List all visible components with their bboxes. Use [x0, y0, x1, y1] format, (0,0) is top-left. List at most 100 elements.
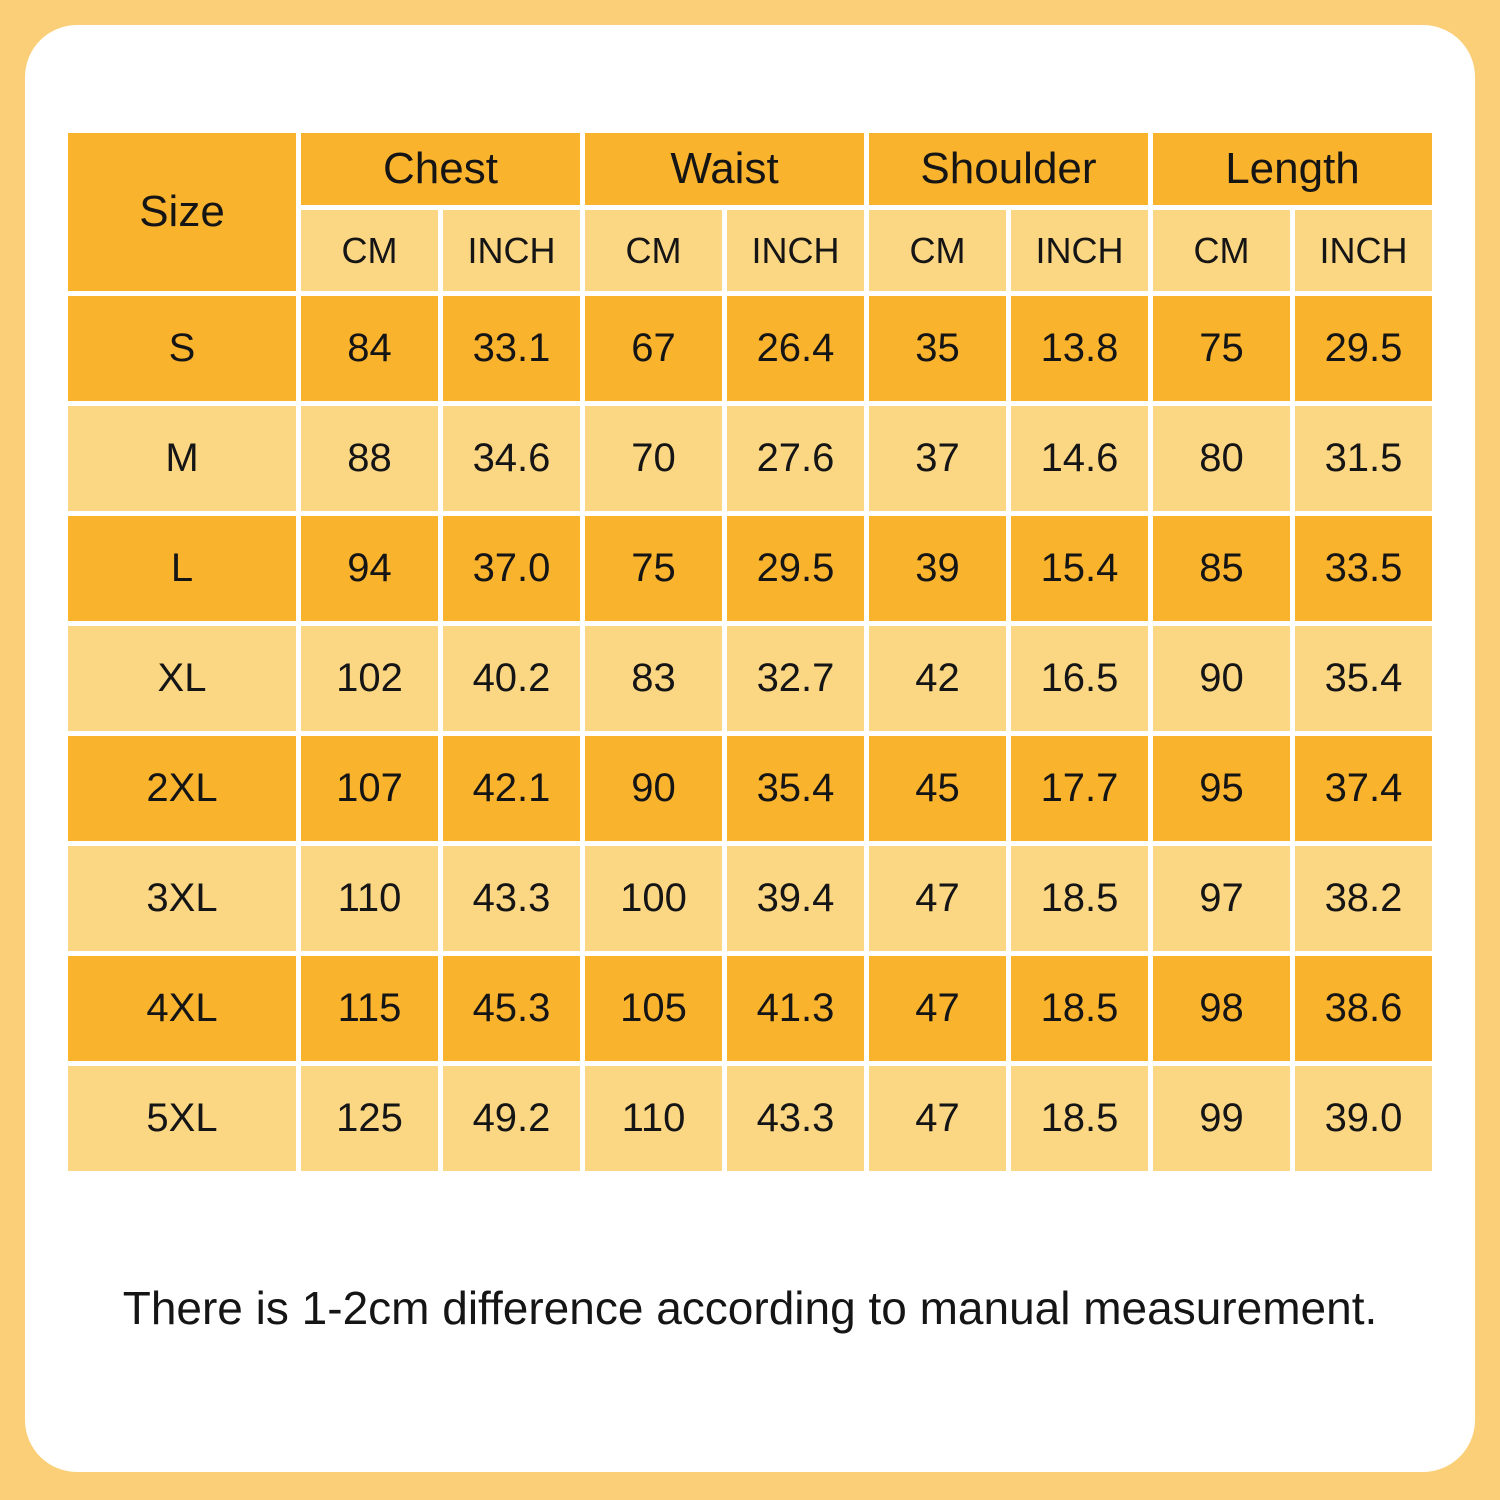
measurement-cell: 35.4	[727, 736, 864, 841]
measurement-cell: 67	[585, 296, 722, 401]
measurement-cell: 45	[869, 736, 1006, 841]
measurement-cell: 75	[1153, 296, 1290, 401]
size-label: 2XL	[68, 736, 296, 841]
unit-header-length-cm: CM	[1153, 210, 1290, 291]
measurement-cell: 85	[1153, 516, 1290, 621]
measurement-cell: 37.4	[1295, 736, 1432, 841]
measurement-cell: 43.3	[727, 1066, 864, 1171]
unit-header-chest-inch: INCH	[443, 210, 580, 291]
unit-header-row: CM INCH CM INCH CM INCH CM INCH	[68, 210, 1432, 291]
measurement-cell: 33.5	[1295, 516, 1432, 621]
measurement-cell: 31.5	[1295, 406, 1432, 511]
measurement-cell: 29.5	[727, 516, 864, 621]
size-chart-table: Size Chest Waist Shoulder Length CM INCH…	[63, 128, 1437, 1176]
unit-header-shoulder-cm: CM	[869, 210, 1006, 291]
measurement-cell: 102	[301, 626, 438, 731]
measurement-cell: 32.7	[727, 626, 864, 731]
measurement-cell: 13.8	[1011, 296, 1148, 401]
size-label: S	[68, 296, 296, 401]
measurement-cell: 42.1	[443, 736, 580, 841]
measurement-cell: 100	[585, 846, 722, 951]
group-header-waist: Waist	[585, 133, 864, 205]
table-row: L 94 37.0 75 29.5 39 15.4 85 33.5	[68, 516, 1432, 621]
table-header: Size Chest Waist Shoulder Length CM INCH…	[68, 133, 1432, 291]
measurement-cell: 38.6	[1295, 956, 1432, 1061]
measurement-cell: 99	[1153, 1066, 1290, 1171]
measurement-cell: 90	[1153, 626, 1290, 731]
measurement-note: There is 1-2cm difference according to m…	[122, 1282, 1378, 1334]
measurement-cell: 80	[1153, 406, 1290, 511]
measurement-cell: 84	[301, 296, 438, 401]
measurement-cell: 115	[301, 956, 438, 1061]
measurement-cell: 35	[869, 296, 1006, 401]
measurement-cell: 33.1	[443, 296, 580, 401]
measurement-cell: 27.6	[727, 406, 864, 511]
measurement-cell: 105	[585, 956, 722, 1061]
measurement-cell: 41.3	[727, 956, 864, 1061]
measurement-cell: 90	[585, 736, 722, 841]
measurement-cell: 16.5	[1011, 626, 1148, 731]
group-header-shoulder: Shoulder	[869, 133, 1148, 205]
unit-header-shoulder-inch: INCH	[1011, 210, 1148, 291]
size-label: 5XL	[68, 1066, 296, 1171]
measurement-cell: 45.3	[443, 956, 580, 1061]
measurement-cell: 110	[301, 846, 438, 951]
measurement-cell: 43.3	[443, 846, 580, 951]
size-label: XL	[68, 626, 296, 731]
unit-header-waist-inch: INCH	[727, 210, 864, 291]
size-label: L	[68, 516, 296, 621]
measurement-cell: 18.5	[1011, 1066, 1148, 1171]
size-label: 4XL	[68, 956, 296, 1061]
measurement-cell: 39.4	[727, 846, 864, 951]
table-row: 5XL 125 49.2 110 43.3 47 18.5 99 39.0	[68, 1066, 1432, 1171]
measurement-cell: 83	[585, 626, 722, 731]
measurement-cell: 75	[585, 516, 722, 621]
measurement-cell: 34.6	[443, 406, 580, 511]
measurement-cell: 15.4	[1011, 516, 1148, 621]
measurement-cell: 39	[869, 516, 1006, 621]
measurement-cell: 37.0	[443, 516, 580, 621]
table-body: S 84 33.1 67 26.4 35 13.8 75 29.5 M 88 34.6 70 27.6 37…	[68, 296, 1432, 1171]
measurement-cell: 47	[869, 846, 1006, 951]
measurement-cell: 42	[869, 626, 1006, 731]
measurement-cell: 14.6	[1011, 406, 1148, 511]
measurement-cell: 18.5	[1011, 846, 1148, 951]
measurement-cell: 47	[869, 956, 1006, 1061]
measurement-cell: 47	[869, 1066, 1006, 1171]
measurement-cell: 39.0	[1295, 1066, 1432, 1171]
table-row: 4XL 115 45.3 105 41.3 47 18.5 98 38.6	[68, 956, 1432, 1061]
measurement-cell: 88	[301, 406, 438, 511]
table-row: S 84 33.1 67 26.4 35 13.8 75 29.5	[68, 296, 1432, 401]
unit-header-waist-cm: CM	[585, 210, 722, 291]
group-header-row: Size Chest Waist Shoulder Length	[68, 133, 1432, 291]
measurement-cell: 97	[1153, 846, 1290, 951]
size-chart-card: Size Chest Waist Shoulder Length CM INCH…	[25, 25, 1475, 1472]
size-column-header: Size	[68, 133, 296, 291]
table-row: 2XL 107 42.1 90 35.4 45 17.7 95 37.4	[68, 736, 1432, 841]
measurement-cell: 49.2	[443, 1066, 580, 1171]
measurement-cell: 40.2	[443, 626, 580, 731]
size-label: 3XL	[68, 846, 296, 951]
measurement-cell: 125	[301, 1066, 438, 1171]
measurement-cell: 29.5	[1295, 296, 1432, 401]
measurement-cell: 35.4	[1295, 626, 1432, 731]
measurement-cell: 37	[869, 406, 1006, 511]
table-row: 3XL 110 43.3 100 39.4 47 18.5 97 38.2	[68, 846, 1432, 951]
measurement-cell: 17.7	[1011, 736, 1148, 841]
measurement-cell: 98	[1153, 956, 1290, 1061]
group-header-chest: Chest	[301, 133, 580, 205]
measurement-cell: 110	[585, 1066, 722, 1171]
table-row: XL 102 40.2 83 32.7 42 16.5 90 35.4	[68, 626, 1432, 731]
unit-header-chest-cm: CM	[301, 210, 438, 291]
measurement-cell: 70	[585, 406, 722, 511]
measurement-cell: 94	[301, 516, 438, 621]
size-label: M	[68, 406, 296, 511]
measurement-cell: 95	[1153, 736, 1290, 841]
measurement-cell: 107	[301, 736, 438, 841]
measurement-cell: 38.2	[1295, 846, 1432, 951]
measurement-cell: 26.4	[727, 296, 864, 401]
group-header-length: Length	[1153, 133, 1432, 205]
table-row: M 88 34.6 70 27.6 37 14.6 80 31.5	[68, 406, 1432, 511]
measurement-cell: 18.5	[1011, 956, 1148, 1061]
